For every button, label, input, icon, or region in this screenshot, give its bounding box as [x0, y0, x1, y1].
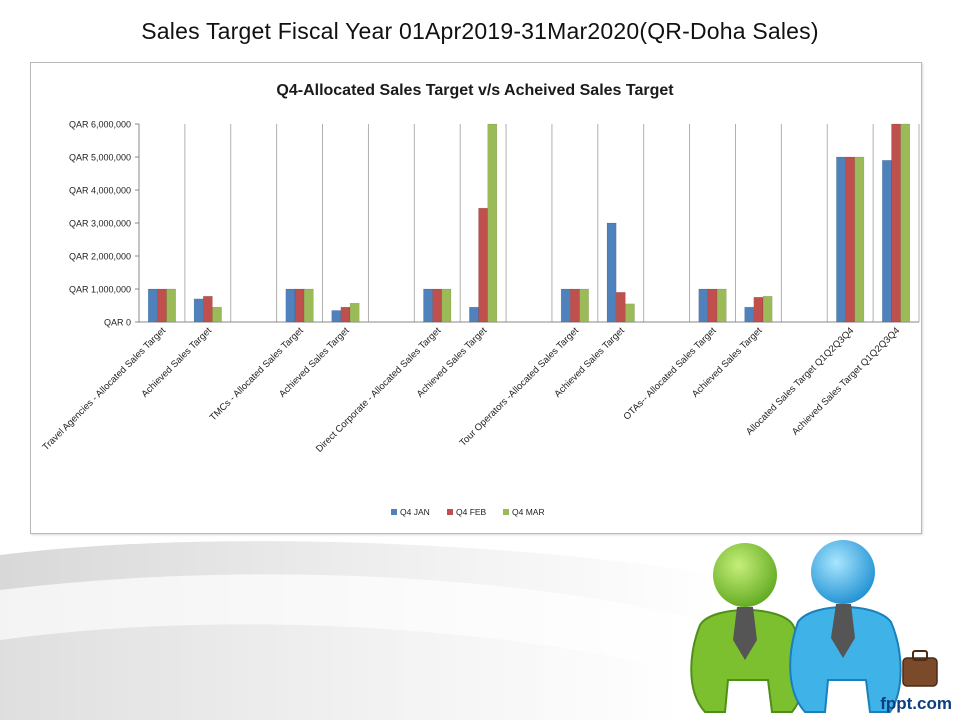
bar [716, 288, 727, 323]
bar [340, 306, 351, 323]
bar [707, 288, 718, 323]
bar [423, 288, 433, 323]
bar [615, 292, 626, 323]
swoosh-shape [0, 624, 680, 720]
chart-container: Q4-Allocated Sales Target v/s Acheived S… [30, 62, 922, 534]
y-tick-label: QAR 1,000,000 [69, 285, 131, 295]
bar [762, 296, 773, 323]
bar [432, 288, 443, 323]
bar [331, 310, 342, 323]
y-tick-label: QAR 4,000,000 [69, 186, 131, 196]
legend-swatch [391, 509, 397, 515]
bar-chart: Q4-Allocated Sales Target v/s Acheived S… [40, 82, 920, 517]
brand-logo-text: fppt.com [880, 694, 952, 713]
bar [441, 288, 452, 323]
bar [698, 288, 709, 323]
bar [744, 306, 755, 323]
bar [625, 303, 635, 323]
bar [349, 302, 360, 323]
bar [845, 156, 856, 323]
bar [303, 288, 314, 323]
legend-label: Q4 FEB [456, 507, 487, 517]
bar [166, 288, 176, 323]
legend-label: Q4 MAR [512, 507, 545, 517]
slide-title: Sales Target Fiscal Year 01Apr2019-31Mar… [141, 18, 819, 44]
bar [882, 160, 892, 323]
y-tick-label: QAR 3,000,000 [69, 219, 131, 229]
green-person-illustration [690, 543, 805, 713]
blue-person-illustration [789, 540, 902, 713]
legend-swatch [447, 509, 453, 515]
bar [891, 123, 901, 323]
bar [202, 296, 213, 323]
y-tick-label: QAR 6,000,000 [69, 120, 131, 130]
briefcase-icon [902, 650, 938, 687]
bar [294, 288, 305, 323]
x-tick-label: TMCs - Allocated Sales Target [208, 325, 306, 423]
chart-title: Q4-Allocated Sales Target v/s Acheived S… [276, 82, 674, 99]
legend-label: Q4 JAN [400, 507, 430, 517]
bar [836, 156, 846, 323]
x-tick-label: OTAs-- Allocated Sales Target [622, 325, 719, 422]
bar [147, 288, 158, 323]
y-tick-label: QAR 0 [104, 318, 131, 328]
legend-swatch [503, 509, 509, 515]
bar [469, 306, 479, 323]
bar [478, 207, 488, 323]
bar [900, 123, 911, 323]
chart-legend: Q4 JAN Q4 FEB Q4 MAR [391, 507, 545, 517]
bar [487, 123, 498, 323]
bar [560, 288, 571, 323]
y-tick-label: QAR 2,000,000 [69, 252, 131, 262]
bar [193, 298, 204, 323]
bar [854, 156, 865, 323]
bar [753, 297, 764, 323]
bar [579, 288, 589, 323]
y-tick-label: QAR 5,000,000 [69, 153, 131, 163]
plot-area: QAR 0 QAR 1,000,000 QAR 2,000,000 QAR 3,000… [40, 120, 920, 455]
bar [570, 288, 580, 323]
bar [157, 288, 167, 323]
bar [606, 222, 617, 323]
bar [212, 306, 222, 323]
bar [285, 288, 296, 323]
